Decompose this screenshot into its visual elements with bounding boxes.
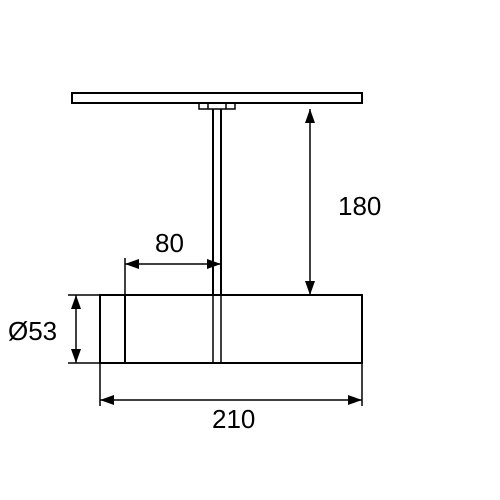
dim-fullwidth-label: 210	[212, 404, 255, 434]
dim-height-label: 180	[338, 191, 381, 221]
dim-topwidth-label: 80	[155, 228, 184, 258]
dim-diameter-label: Ø53	[8, 316, 57, 346]
